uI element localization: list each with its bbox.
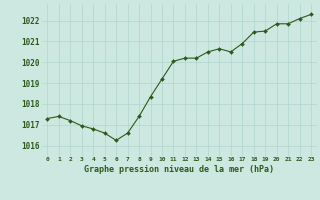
X-axis label: Graphe pression niveau de la mer (hPa): Graphe pression niveau de la mer (hPa) (84, 165, 274, 174)
